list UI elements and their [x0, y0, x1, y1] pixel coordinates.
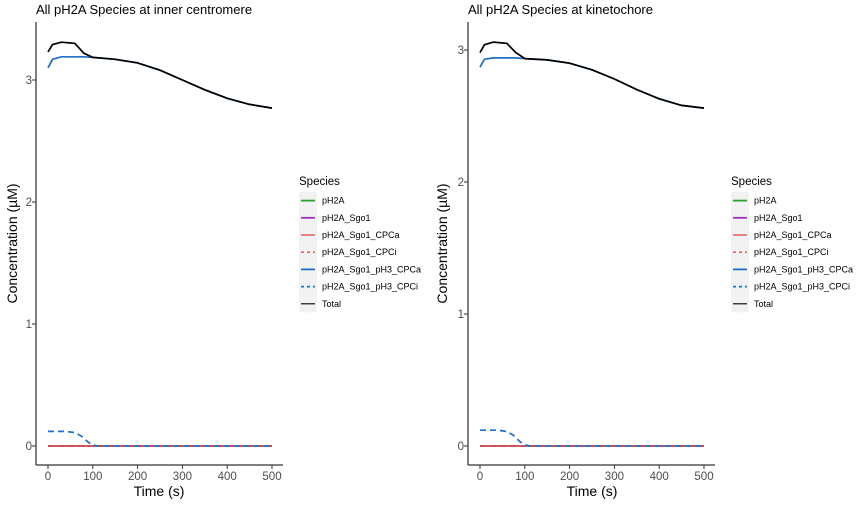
legend-label-ph2a: pH2A [322, 196, 345, 206]
legend-label-ph2a-sgo1-cpca: pH2A_Sgo1_CPCa [322, 230, 400, 240]
y-tick-label: 3 [458, 45, 464, 57]
x-tick-label: 400 [650, 471, 669, 483]
x-tick-label: 200 [560, 471, 579, 483]
legend: Species pH2A pH2A_Sgo1 pH2A_Sgo1_CPCa pH2A_S… [299, 176, 421, 313]
chart-title: All pH2A Species at inner centromere [36, 2, 252, 17]
y-axis-title: Concentration (µM) [4, 183, 20, 303]
y-tick-label: 0 [458, 441, 464, 453]
legend-label-ph2a-sgo1-cpci: pH2A_Sgo1_CPCi [322, 247, 397, 257]
y-tick-label: 0 [26, 441, 32, 453]
y-axis-title: Concentration (µM) [434, 183, 450, 303]
x-tick-label: 100 [83, 471, 102, 483]
x-tick-label: 400 [218, 471, 237, 483]
legend-label-ph2a-sgo1-ph3-cpci: pH2A_Sgo1_pH3_CPCi [322, 282, 418, 292]
x-tick-label: 100 [515, 471, 534, 483]
x-tick-label: 500 [262, 471, 281, 483]
x-tick-label: 0 [477, 471, 483, 483]
legend-label-total: Total [754, 299, 773, 309]
legend-label-ph2a-sgo1-cpca: pH2A_Sgo1_CPCa [754, 230, 832, 240]
legend-title: Species [299, 176, 340, 188]
x-axis-title: Time (s) [567, 483, 618, 499]
series-line-ph2a-sgo1-ph3-cpca [47, 55, 273, 109]
legend-label-ph2a-sgo1-cpci: pH2A_Sgo1_CPCi [754, 247, 829, 257]
legend-label-ph2a-sgo1-ph3-cpca: pH2A_Sgo1_pH3_CPCa [322, 264, 421, 274]
y-tick-label: 2 [26, 197, 32, 209]
series-line-total [47, 41, 273, 109]
x-tick-label: 200 [128, 471, 147, 483]
y-tick-label: 2 [458, 177, 464, 189]
x-tick-label: 300 [605, 471, 624, 483]
legend: Species pH2A pH2A_Sgo1 pH2A_Sgo1_CPCa pH2A_S… [731, 176, 853, 313]
legend-label-ph2a: pH2A [754, 196, 777, 206]
series-line-ph2a-sgo1-ph3-cpci [480, 429, 704, 447]
legend-label-ph2a-sgo1: pH2A_Sgo1 [322, 213, 371, 223]
chart-panel-1: All pH2A Species at inner centromere 0 100… [4, 2, 421, 499]
legend-title: Species [731, 176, 772, 188]
series-line-total [479, 41, 705, 109]
legend-label-ph2a-sgo1-ph3-cpci: pH2A_Sgo1_pH3_CPCi [754, 282, 850, 292]
legend-label-ph2a-sgo1: pH2A_Sgo1 [754, 213, 803, 223]
chart-title: All pH2A Species at kinetochore [468, 2, 653, 17]
y-tick-label: 1 [26, 319, 32, 331]
x-tick-label: 300 [173, 471, 192, 483]
y-tick-label: 1 [458, 309, 464, 321]
x-tick-label: 500 [694, 471, 713, 483]
series-line-ph2a-sgo1-ph3-cpci [48, 430, 272, 447]
y-tick-label: 3 [26, 75, 32, 87]
legend-label-total: Total [322, 299, 341, 309]
series-line-ph2a-sgo1-ph3-cpca [479, 57, 705, 109]
x-tick-label: 0 [45, 471, 51, 483]
legend-label-ph2a-sgo1-ph3-cpca: pH2A_Sgo1_pH3_CPCa [754, 264, 853, 274]
x-axis-title: Time (s) [134, 483, 185, 499]
